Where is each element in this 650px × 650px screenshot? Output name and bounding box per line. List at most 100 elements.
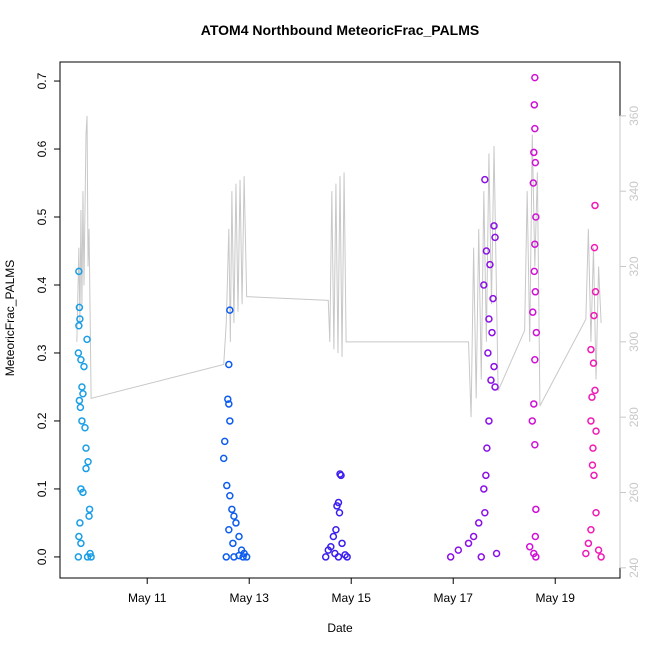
point: [490, 222, 498, 230]
y-tick-label: 0.2: [35, 412, 49, 429]
point: [481, 175, 489, 184]
x-tick-label: May 11: [128, 591, 167, 605]
point: [530, 148, 538, 157]
point: [532, 328, 541, 337]
y-tick-label: 0.1: [35, 480, 49, 497]
point: [76, 519, 84, 527]
point: [587, 525, 595, 534]
y2-tick-label: 300: [627, 332, 641, 352]
y-tick-label: 0.0: [35, 548, 49, 565]
point: [485, 315, 493, 323]
x-tick-label: May 15: [332, 591, 372, 605]
point: [333, 502, 341, 510]
point: [528, 417, 537, 425]
point: [588, 461, 597, 469]
point: [75, 267, 83, 276]
y2-tick-label: 280: [627, 407, 641, 427]
point: [74, 553, 83, 561]
point: [469, 532, 478, 541]
point: [337, 471, 345, 480]
point: [486, 260, 494, 269]
point: [75, 303, 84, 312]
point: [591, 288, 600, 296]
point: [464, 539, 473, 548]
point: [229, 539, 237, 548]
point: [587, 345, 595, 354]
point: [488, 328, 496, 337]
point: [597, 553, 605, 561]
y-tick-label: 0.6: [35, 140, 49, 157]
point: [491, 233, 499, 242]
y2-tick-label: 320: [627, 256, 641, 276]
point: [341, 551, 349, 559]
point: [81, 424, 89, 432]
point: [589, 444, 597, 452]
point: [487, 376, 495, 384]
point: [220, 437, 229, 446]
point: [83, 553, 92, 561]
point: [532, 553, 540, 561]
point: [590, 243, 599, 252]
point: [74, 349, 83, 357]
point: [492, 549, 501, 558]
x-tick-label: May 13: [230, 591, 270, 605]
point: [324, 546, 333, 554]
point: [242, 553, 251, 561]
point: [591, 386, 599, 395]
point: [587, 417, 595, 425]
point: [532, 213, 540, 221]
point: [76, 315, 84, 323]
point: [485, 417, 493, 425]
point: [78, 383, 86, 391]
chart-title: ATOM4 Northbound MeteoricFrac_PALMS: [201, 22, 479, 38]
point: [531, 288, 540, 296]
point: [530, 400, 538, 408]
point: [591, 201, 599, 210]
point: [529, 179, 538, 187]
y-tick-label: 0.7: [35, 72, 49, 89]
point: [482, 247, 491, 255]
point: [481, 508, 489, 517]
y2-tick-label: 360: [627, 106, 641, 126]
point: [531, 441, 539, 449]
point: [85, 505, 94, 514]
point: [80, 362, 88, 371]
point: [531, 356, 539, 364]
point: [489, 294, 497, 303]
point: [79, 488, 87, 497]
point: [232, 519, 240, 527]
point: [226, 306, 234, 314]
point: [584, 539, 593, 548]
point: [226, 491, 234, 500]
point: [531, 240, 539, 248]
point: [219, 454, 228, 463]
point: [477, 553, 486, 561]
point: [343, 553, 351, 561]
point: [531, 73, 539, 82]
point: [592, 508, 600, 517]
point: [590, 311, 598, 320]
point: [491, 383, 499, 391]
point: [239, 553, 247, 561]
point: [87, 553, 95, 561]
y2-tick-label: 240: [627, 557, 641, 577]
point: [75, 322, 83, 330]
point: [335, 508, 344, 517]
point: [530, 101, 539, 109]
point: [76, 403, 85, 412]
y-tick-label: 0.5: [35, 208, 49, 225]
point: [594, 546, 603, 554]
point: [530, 267, 539, 276]
point: [590, 471, 598, 480]
y2-tick-label: 340: [627, 181, 641, 201]
point: [338, 539, 346, 548]
point: [582, 549, 590, 558]
point: [531, 158, 540, 167]
point: [454, 546, 463, 554]
point: [235, 551, 243, 560]
point: [85, 512, 93, 520]
point: [228, 505, 236, 514]
point: [525, 542, 534, 551]
point: [225, 525, 233, 534]
